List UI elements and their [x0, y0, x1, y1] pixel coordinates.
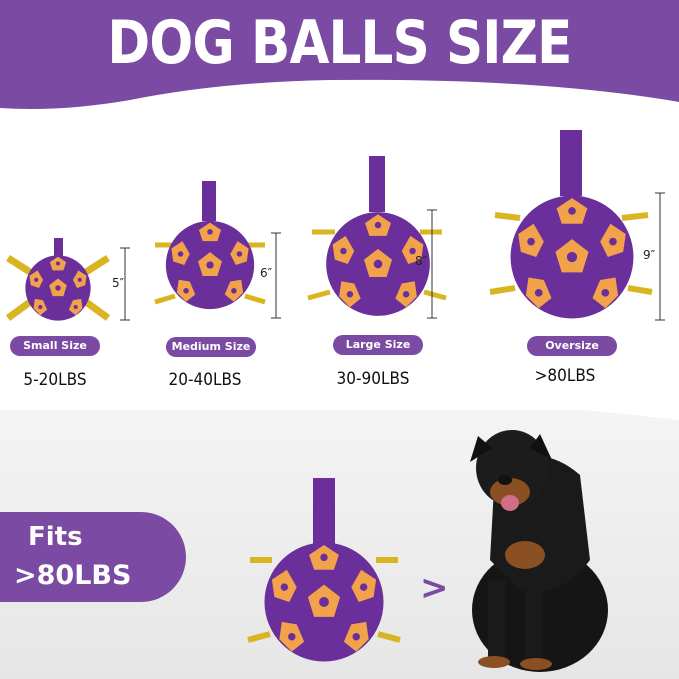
weight-medium: 20-40LBS: [168, 370, 242, 390]
size-badge-large: Large Size: [333, 335, 423, 355]
size-badge-small: Small Size: [10, 336, 100, 356]
weight-large: 30-90LBS: [336, 369, 410, 389]
fits-label: Fits: [28, 522, 83, 552]
fits-weight: >80LBS: [14, 560, 132, 591]
diameter-oversize: 9″: [643, 248, 656, 262]
diameter-small: 5″: [112, 276, 125, 290]
small-ball: [5, 238, 111, 321]
oversize-ball: [489, 130, 653, 319]
large-ball: [307, 156, 447, 316]
diameter-medium: 6″: [260, 266, 273, 280]
diameter-large: 8″: [415, 254, 428, 268]
dog-image: [470, 430, 608, 672]
medium-ball: [154, 181, 266, 310]
fits-badge: Fits >80LBS: [0, 512, 186, 602]
featured-ball: [247, 478, 401, 662]
weight-small: 5-20LBS: [23, 370, 87, 390]
greater-than-symbol: >: [420, 568, 449, 608]
dimension-lines: [120, 192, 665, 321]
size-badge-medium: Medium Size: [166, 337, 256, 357]
weight-oversize: >80LBS: [534, 366, 596, 386]
size-badge-oversize: Oversize: [527, 336, 617, 356]
page-title: DOG BALLS SIZE: [107, 8, 572, 78]
